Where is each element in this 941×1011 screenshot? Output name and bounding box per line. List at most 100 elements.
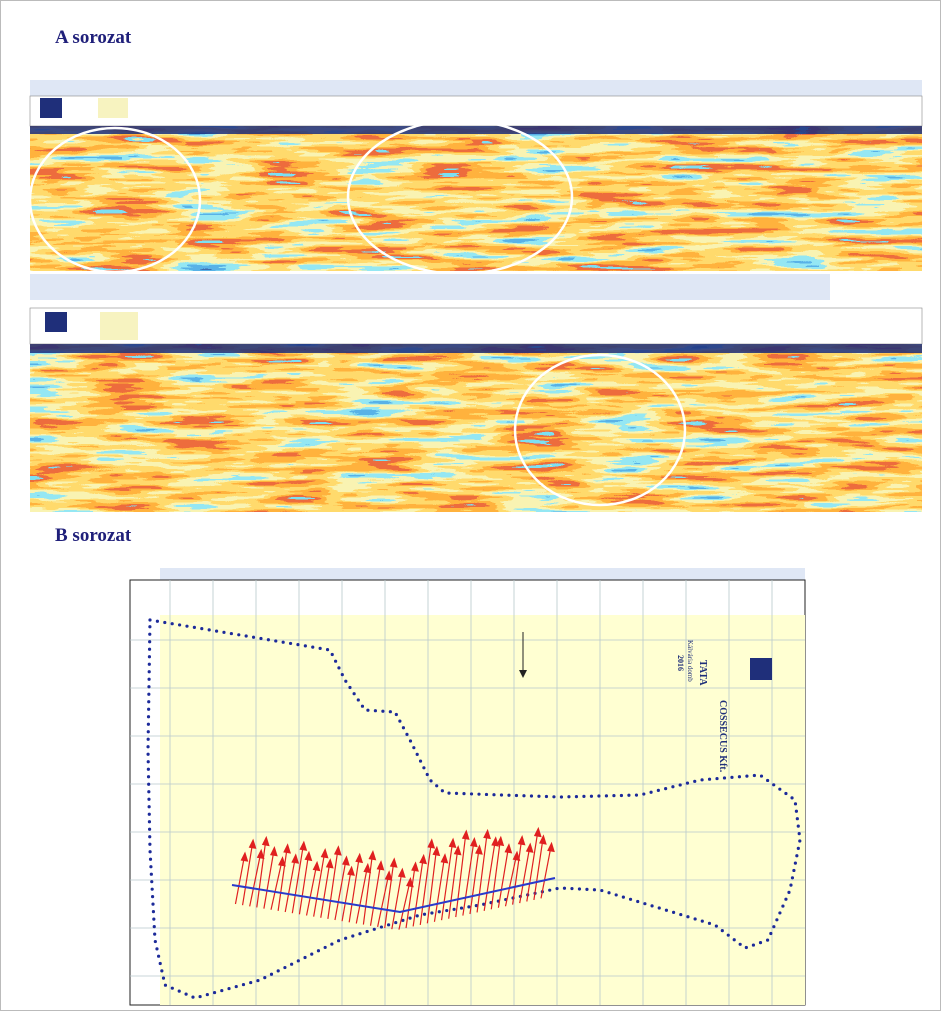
- field-arrow-head: [333, 845, 342, 856]
- field-arrow-head: [312, 860, 321, 872]
- field-arrow-head: [483, 828, 491, 840]
- field-arrow-head: [419, 853, 428, 865]
- field-arrow: [497, 847, 509, 908]
- field-arrow-head: [453, 845, 462, 856]
- field-arrow-head: [512, 850, 521, 861]
- field-arrow-head: [397, 867, 406, 878]
- field-arrow: [270, 860, 283, 910]
- field-arrow: [476, 833, 488, 913]
- map-title: TATA: [697, 660, 708, 686]
- field-arrow-head: [299, 840, 308, 851]
- field-arrow: [504, 855, 518, 907]
- field-arrow-head: [389, 857, 398, 868]
- field-arrow-head: [547, 841, 555, 853]
- field-arrow-head: [448, 837, 457, 848]
- field-arrow: [313, 852, 326, 917]
- field-arrow: [263, 850, 275, 909]
- field-arrow-head: [342, 855, 350, 866]
- field-arrow: [362, 854, 373, 925]
- field-arrow: [320, 862, 331, 918]
- field-arrow: [433, 857, 446, 922]
- field-arrow: [391, 872, 403, 930]
- field-arrow: [398, 881, 411, 930]
- label-box: [100, 312, 138, 340]
- field-arrow: [526, 831, 539, 902]
- field-arrow-head: [325, 858, 334, 869]
- map-subtitle: Kálvária domb: [686, 640, 694, 682]
- surface-band: [30, 344, 922, 353]
- field-arrow-head: [240, 851, 249, 862]
- field-arrow: [469, 848, 480, 915]
- field-arrow: [284, 857, 296, 913]
- north-arrow-head: [519, 670, 527, 678]
- field-arrow-head: [432, 845, 441, 857]
- field-arrow: [462, 841, 475, 916]
- field-arrow-head: [248, 838, 257, 849]
- logo: [40, 98, 62, 118]
- field-arrow-head: [517, 835, 526, 846]
- field-arrow: [512, 839, 523, 905]
- field-arrow: [241, 843, 254, 906]
- field-arrow: [291, 845, 304, 914]
- field-arrow-head: [376, 860, 385, 871]
- field-arrow: [277, 847, 288, 911]
- field-arrow-head: [525, 842, 534, 853]
- map-strip: [160, 568, 805, 580]
- field-arrow: [448, 849, 459, 919]
- heading: B sorozat: [55, 525, 132, 546]
- field-arrow-head: [406, 876, 414, 888]
- field-arrow: [419, 842, 432, 925]
- field-arrow-head: [411, 861, 419, 872]
- field-arrow: [334, 859, 347, 921]
- field-arrow-head: [261, 835, 270, 847]
- field-arrow: [455, 834, 467, 918]
- surface-band: [30, 126, 922, 134]
- highlight: [28, 126, 202, 274]
- highlight: [513, 353, 687, 507]
- field-arrow-head: [496, 835, 505, 847]
- field-arrow: [256, 840, 267, 908]
- panel-strip: [30, 80, 922, 96]
- panel-strip: [30, 274, 830, 300]
- field-arrow: [483, 840, 496, 911]
- field-arrow-head: [291, 853, 300, 864]
- field-arrow: [377, 874, 390, 928]
- map-area: [160, 615, 805, 1005]
- field-arrow-head: [278, 856, 286, 867]
- field-arrow-head: [504, 843, 513, 854]
- field-arrow-head: [368, 850, 377, 861]
- field-arrow: [234, 855, 246, 905]
- field-arrow: [533, 838, 544, 901]
- field-arrow: [426, 850, 437, 924]
- field-arrow: [327, 849, 339, 919]
- field-arrow-head: [440, 853, 449, 864]
- field-arrow: [412, 858, 424, 927]
- field-arrow: [519, 846, 531, 904]
- field-arrow-head: [533, 826, 542, 838]
- field-arrow: [341, 870, 352, 922]
- field-arrow: [440, 842, 454, 921]
- radargram: [30, 344, 922, 512]
- profile-line: [231, 877, 556, 914]
- label-box: [98, 98, 128, 118]
- field-arrow: [355, 867, 368, 924]
- field-arrow: [384, 861, 395, 929]
- field-arrow-head: [384, 870, 393, 881]
- field-arrow: [405, 865, 416, 929]
- heading: A sorozat: [55, 27, 132, 48]
- field-arrow-head: [283, 843, 291, 854]
- map-year: 2016: [676, 655, 685, 671]
- field-arrow: [298, 855, 310, 915]
- field-arrow-head: [355, 852, 364, 864]
- field-arrow-head: [320, 848, 329, 859]
- field-arrow-head: [539, 834, 547, 845]
- field-arrow: [305, 865, 318, 916]
- field-arrow: [369, 864, 382, 926]
- field-arrow-head: [427, 838, 436, 849]
- panel-header: [29, 307, 923, 345]
- field-arrow-head: [475, 844, 483, 855]
- field-arrow: [249, 853, 262, 907]
- field-arrow-head: [347, 865, 355, 876]
- logo: [45, 312, 67, 332]
